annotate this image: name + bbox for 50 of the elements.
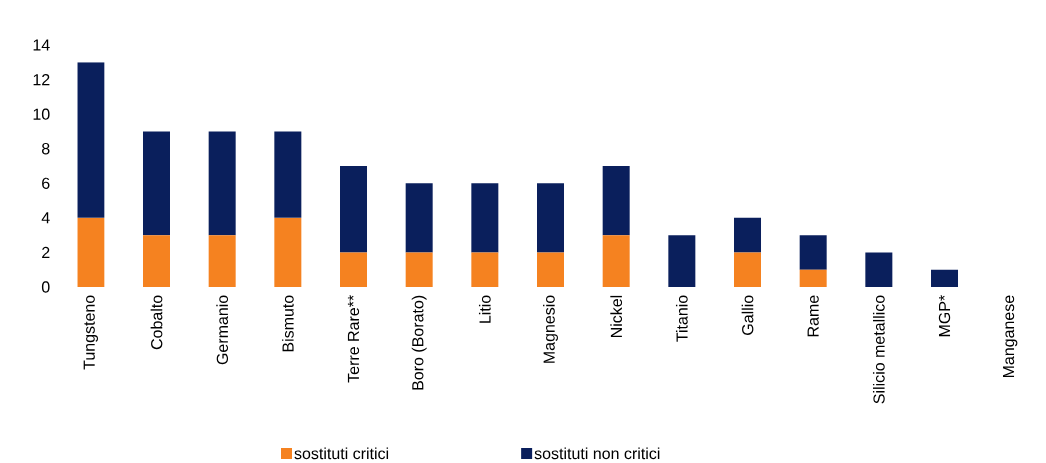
bar xyxy=(865,252,893,287)
x-tick-label: MGP* xyxy=(938,295,951,337)
y-tick-label: 12 xyxy=(33,73,50,86)
y-tick-label: 2 xyxy=(42,246,50,259)
x-tick-label: Manganese xyxy=(1003,295,1018,378)
bar xyxy=(274,131,302,218)
x-tick-label: Terre Rare** xyxy=(347,295,360,383)
x-tick-label: Tungsteno xyxy=(83,295,98,370)
bar xyxy=(799,235,827,270)
bar xyxy=(668,235,696,287)
bar xyxy=(537,252,565,287)
x-tick-label: Germanio xyxy=(216,295,229,365)
bar xyxy=(143,131,170,236)
bar xyxy=(77,217,105,287)
x-tick-label: Litio xyxy=(478,295,491,323)
x-tick-label: Gallio xyxy=(741,295,754,335)
x-tick-label: Boro (Borato) xyxy=(411,295,427,390)
legend-label: sostituti critici xyxy=(294,447,389,460)
bar xyxy=(471,183,499,253)
bar xyxy=(602,166,630,236)
bar xyxy=(340,252,367,287)
x-tick-label: Magnesio xyxy=(543,295,558,363)
bar xyxy=(208,131,236,236)
y-tick-label: 14 xyxy=(33,39,50,51)
bar xyxy=(405,183,433,253)
y-tick-label: 4 xyxy=(41,212,50,224)
bar xyxy=(537,183,565,253)
x-tick-label: Titanio xyxy=(675,295,688,342)
bar xyxy=(602,235,630,287)
bar xyxy=(405,252,433,287)
bar xyxy=(77,62,105,218)
bar xyxy=(143,235,170,287)
y-tick-label: 0 xyxy=(41,281,50,293)
bar xyxy=(208,235,236,287)
x-tick-label: Rame xyxy=(807,295,819,337)
y-tick-label: 10 xyxy=(33,108,50,120)
bar xyxy=(340,166,367,253)
y-tick-label: 8 xyxy=(41,143,50,155)
bar xyxy=(734,217,762,253)
x-tick-label: Bismuto xyxy=(281,295,294,352)
bar xyxy=(799,269,827,287)
bar xyxy=(931,269,959,287)
bar xyxy=(274,217,302,287)
x-tick-label: Cobalto xyxy=(150,295,163,350)
bar xyxy=(471,252,499,287)
y-tick-label: 6 xyxy=(42,177,50,189)
x-tick-label: Silicio metallico xyxy=(872,295,885,404)
bar xyxy=(734,252,762,287)
legend-label: sostituti non critici xyxy=(534,447,660,460)
x-tick-label: Nickel xyxy=(610,295,623,338)
